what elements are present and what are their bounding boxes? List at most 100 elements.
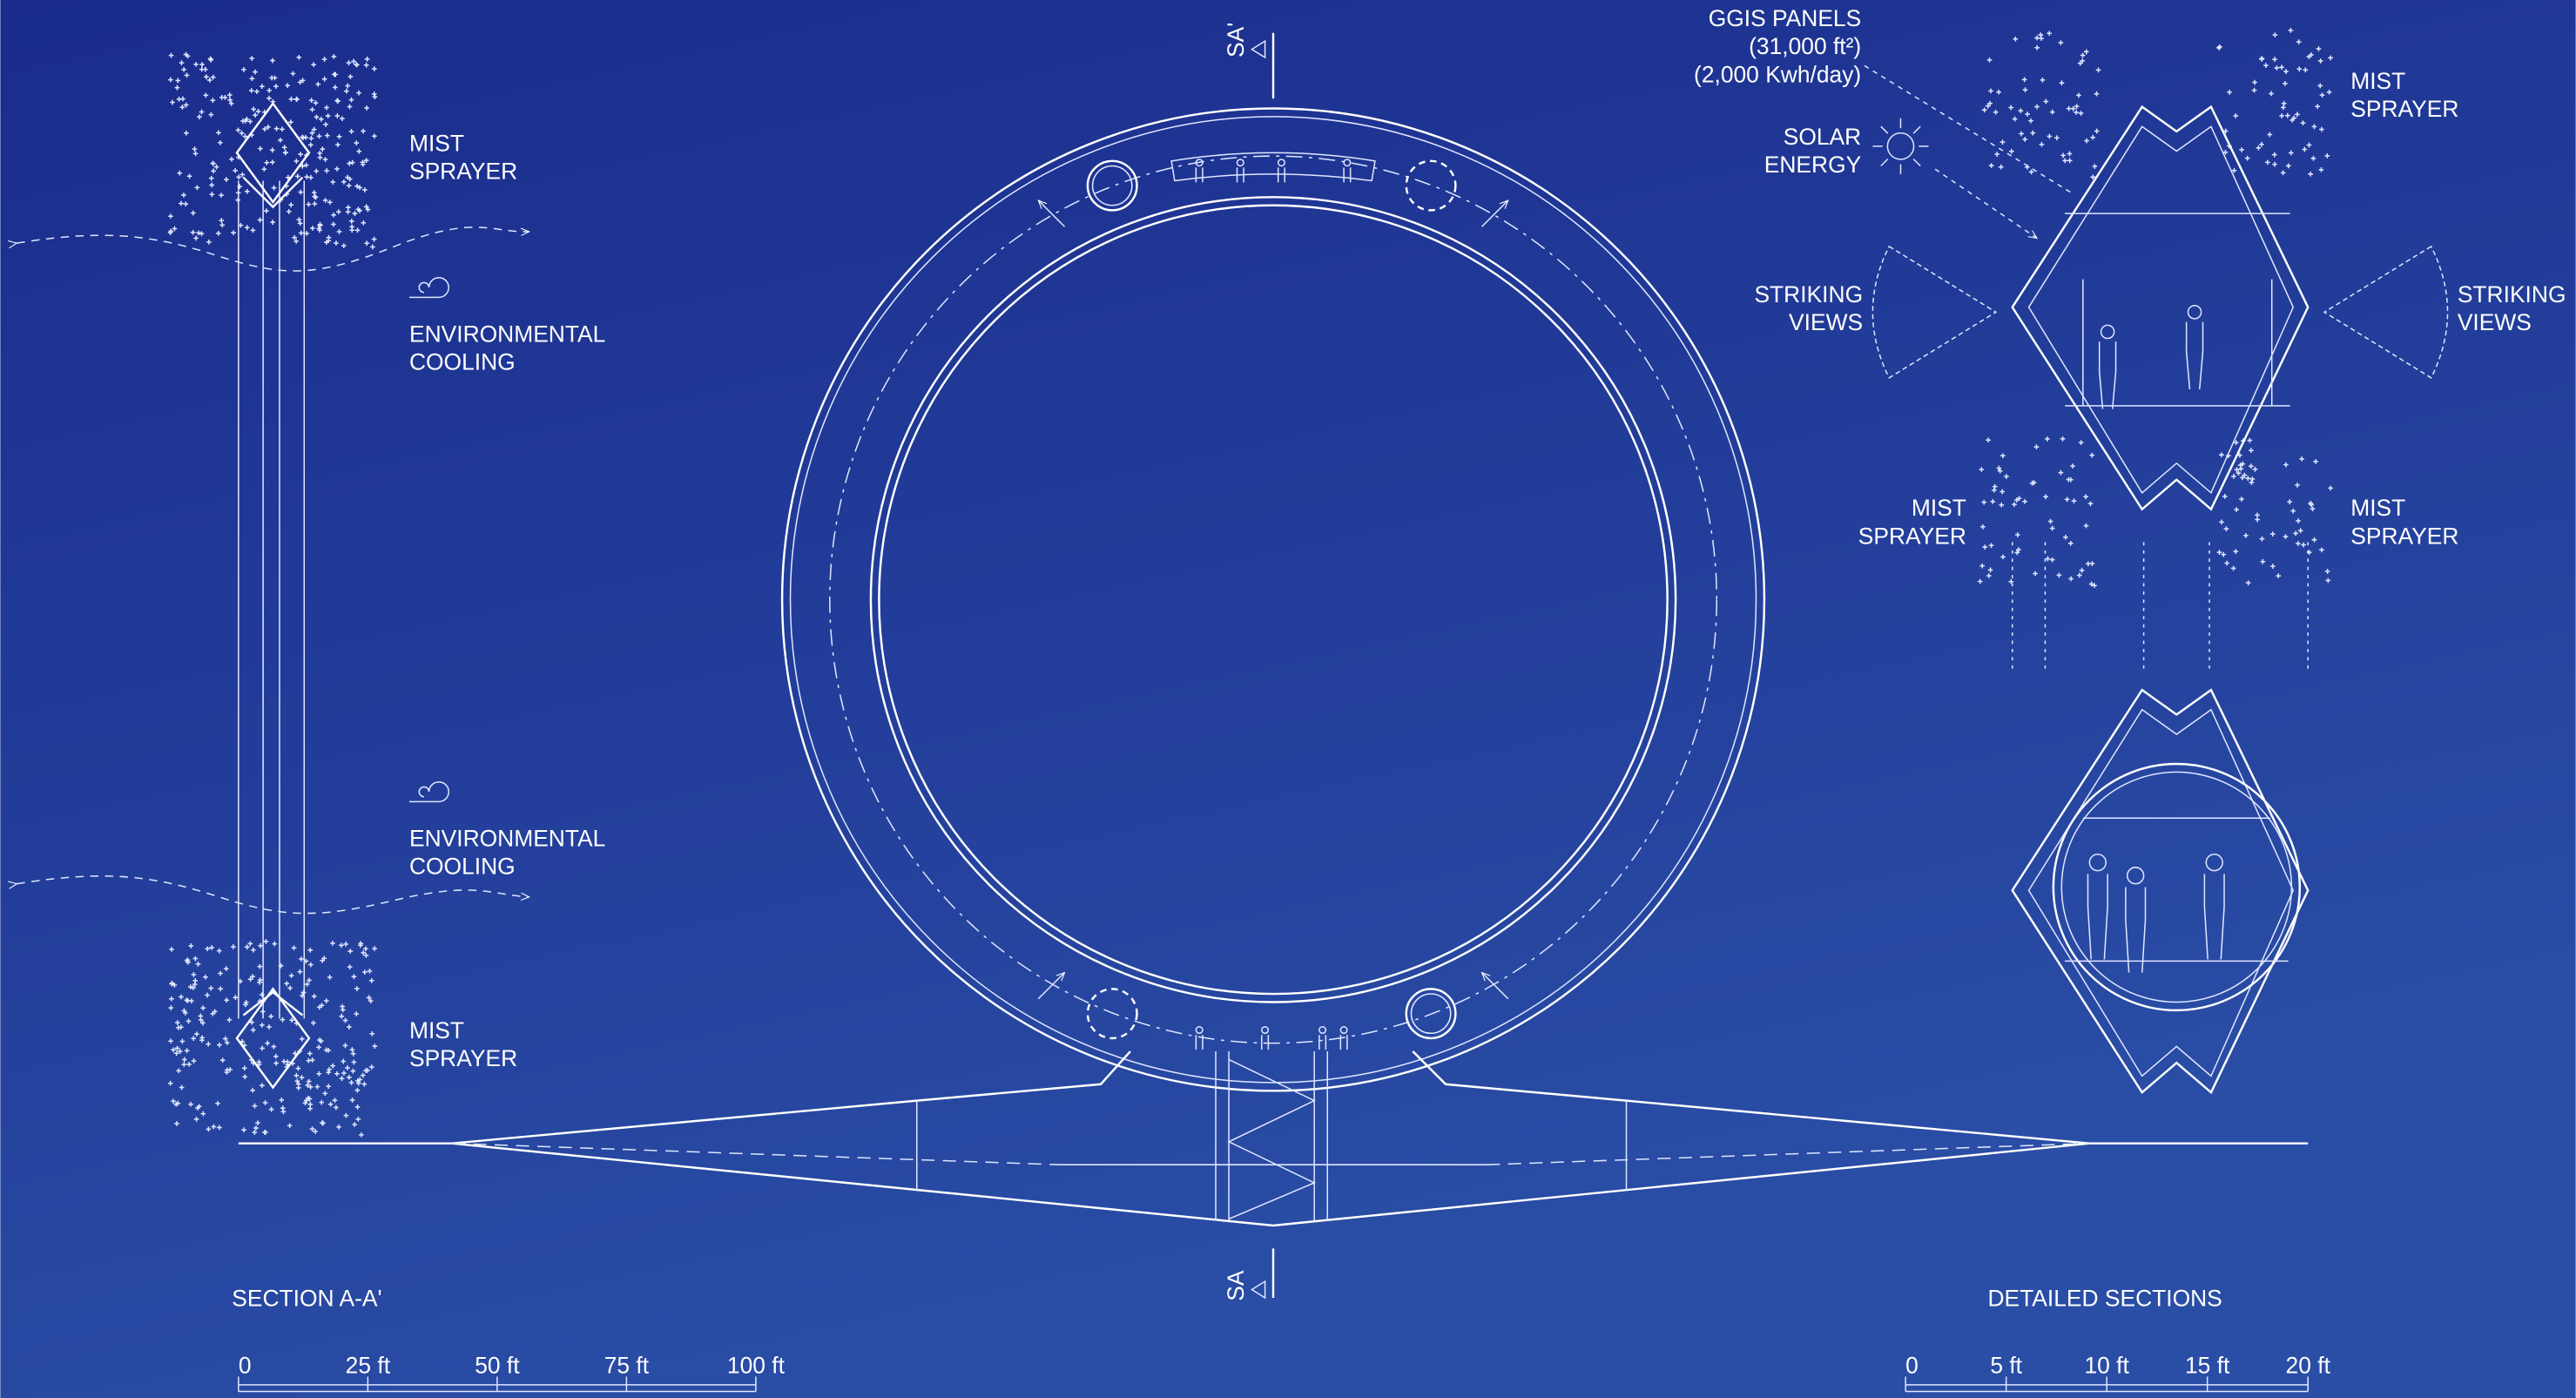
person: [1277, 159, 1285, 167]
ring-inner-2: [878, 204, 1669, 996]
detail-diamond: [2027, 708, 2295, 1077]
diamond-inner: [242, 176, 304, 209]
scale-label: 100 ft: [727, 1353, 786, 1379]
pod: [1405, 988, 1457, 1040]
label: VIEWS: [1789, 309, 1863, 335]
tube-floor: [2065, 817, 2289, 962]
scale-label: 25 ft: [346, 1353, 391, 1379]
person: [1195, 1026, 1204, 1035]
scale-label: 50 ft: [475, 1353, 520, 1379]
section-arrow: [1251, 39, 1266, 1300]
label: STRIKING: [2458, 281, 2566, 307]
view-cone: [2323, 245, 2449, 379]
person: [2127, 867, 2145, 885]
wind-icon: [408, 277, 449, 299]
scale-label: 75 ft: [604, 1353, 650, 1379]
person: [1236, 167, 1244, 183]
scale-label: 0: [1905, 1353, 1919, 1379]
label: ENERGY: [1764, 152, 1862, 178]
platform-dash: [451, 1142, 2090, 1165]
person: [1318, 1026, 1327, 1035]
label: SPRAYER: [1858, 523, 1966, 549]
ring-outer: [780, 107, 1766, 1092]
detail-diamond: [2011, 688, 2310, 1095]
label: 2ND GEN.: [1753, 0, 1862, 3]
person: [1277, 167, 1285, 183]
detail-diamond: [2027, 125, 2295, 495]
label: STRIKING: [1754, 281, 1863, 307]
wind: [17, 875, 529, 915]
detail-wall: [2082, 279, 2273, 406]
pod: [1086, 159, 1138, 212]
pod: [1405, 159, 1457, 212]
label: SPRAYER: [2350, 523, 2458, 549]
label: ENVIRONMENTAL: [409, 825, 605, 851]
label: SPRAYER: [2350, 96, 2458, 122]
person: [2203, 874, 2225, 960]
person: [1343, 159, 1352, 167]
scale-label: 5 ft: [1990, 1353, 2022, 1379]
label: MIST: [2350, 68, 2405, 94]
person: [1195, 159, 1204, 167]
label: MIST: [409, 1017, 464, 1043]
label: MIST: [2350, 495, 2405, 521]
person: [1261, 1026, 1270, 1035]
label: GGIS PANELS: [1709, 5, 1862, 31]
person: [1236, 159, 1244, 167]
person: [1318, 1035, 1327, 1050]
platform: [451, 1142, 2090, 1227]
mist: [1981, 30, 2101, 180]
pod-inner: [1091, 165, 1133, 206]
mist: [2216, 28, 2333, 177]
diamond-inner: [242, 990, 304, 1016]
leader: [1864, 64, 2074, 195]
flow-arrow: [1481, 200, 1508, 227]
person: [2187, 305, 2202, 320]
ring-path: [829, 155, 1718, 1044]
detail-diamond: [2011, 105, 2310, 511]
truss: [1227, 1058, 1317, 1220]
person: [2125, 887, 2147, 973]
person: [2205, 853, 2223, 872]
tube-inner: [2060, 771, 2293, 1003]
pod-inner: [1410, 993, 1452, 1035]
flow-arrow: [1482, 973, 1509, 1000]
platform-line: [916, 1100, 1628, 1192]
label: VIEWS: [2458, 309, 2532, 335]
label: MIST: [409, 131, 464, 157]
ring-outer-2: [789, 116, 1757, 1084]
person: [1343, 167, 1352, 183]
person: [1195, 167, 1204, 183]
section-title: SECTION A-A': [232, 1285, 381, 1311]
mist: [1977, 436, 2097, 589]
leader: [1934, 168, 2037, 238]
diamond: [235, 101, 311, 205]
section-mark: SA: [1223, 1270, 1249, 1301]
sun-rays: [1872, 118, 1929, 174]
wind-icon: [408, 781, 449, 803]
pod: [1086, 988, 1138, 1040]
person: [2088, 853, 2107, 872]
label: SPRAYER: [409, 159, 517, 185]
person: [1339, 1035, 1348, 1050]
person: [2100, 324, 2115, 340]
label: SOLAR: [1784, 124, 1861, 150]
person: [2087, 874, 2108, 960]
label: COOLING: [409, 853, 516, 879]
person: [1261, 1035, 1270, 1050]
window: [1170, 152, 1376, 182]
sun: [1886, 132, 1915, 160]
tube: [2052, 762, 2302, 1012]
scale-label: 0: [239, 1353, 252, 1379]
scale-label: 10 ft: [2084, 1353, 2129, 1379]
person: [2185, 321, 2204, 390]
person: [2098, 341, 2117, 409]
ring-inner: [869, 196, 1677, 1003]
flow-arrow: [1037, 973, 1064, 1000]
person: [1339, 1026, 1348, 1035]
label: MIST: [1912, 495, 1966, 521]
diamond: [235, 987, 311, 1090]
label: SPRAYER: [409, 1045, 517, 1071]
